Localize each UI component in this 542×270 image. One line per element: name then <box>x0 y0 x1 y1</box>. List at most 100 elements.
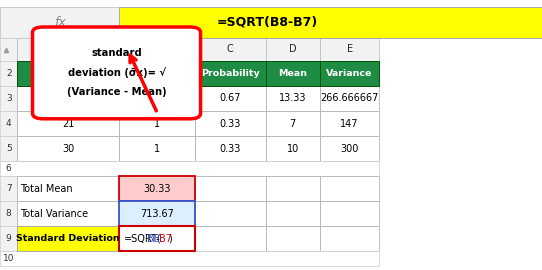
Bar <box>119 201 195 226</box>
Bar <box>320 111 379 136</box>
Bar <box>320 201 379 226</box>
Text: 7: 7 <box>6 184 11 193</box>
Bar <box>17 61 119 86</box>
Bar <box>0 136 17 161</box>
Text: 0.33: 0.33 <box>220 119 241 129</box>
Text: D: D <box>289 44 296 54</box>
Text: 3: 3 <box>6 94 11 103</box>
Text: B: B <box>153 44 161 54</box>
Text: -: - <box>156 234 159 244</box>
Text: 4: 4 <box>6 119 11 128</box>
Text: 2: 2 <box>154 93 160 103</box>
Bar <box>266 111 320 136</box>
Bar <box>0 226 17 251</box>
Text: Variance: Variance <box>326 69 373 78</box>
Bar <box>0 38 17 61</box>
Bar <box>266 201 320 226</box>
Bar <box>320 38 379 61</box>
Bar <box>195 176 266 201</box>
Text: 6: 6 <box>6 164 11 173</box>
Text: deviation (σ̅x)= √: deviation (σ̅x)= √ <box>68 68 165 78</box>
Text: Frequency: Frequency <box>130 69 185 78</box>
Bar <box>17 86 119 111</box>
Bar <box>0 201 17 226</box>
Bar <box>195 38 266 61</box>
Text: E: E <box>346 44 353 54</box>
Bar <box>266 86 320 111</box>
Bar <box>17 226 119 251</box>
Bar <box>17 111 119 136</box>
Bar <box>119 7 542 38</box>
Text: Standard Deviation: Standard Deviation <box>16 234 120 243</box>
Bar <box>119 136 195 161</box>
Text: B7: B7 <box>159 234 172 244</box>
Bar <box>0 61 17 86</box>
Bar <box>0 86 17 111</box>
Text: 147: 147 <box>340 119 359 129</box>
Text: Total Variance: Total Variance <box>20 209 88 219</box>
Bar <box>0 176 17 201</box>
Text: 30.33: 30.33 <box>144 184 171 194</box>
Bar <box>119 38 195 61</box>
Text: 0.33: 0.33 <box>220 144 241 154</box>
Text: 0.67: 0.67 <box>220 93 241 103</box>
Bar <box>119 176 195 201</box>
Text: 5: 5 <box>6 144 11 153</box>
Bar <box>266 176 320 201</box>
Bar <box>195 61 266 86</box>
Bar <box>17 176 119 201</box>
Bar <box>195 136 266 161</box>
Bar <box>320 226 379 251</box>
Text: 13.33: 13.33 <box>279 93 306 103</box>
Text: 10: 10 <box>3 254 15 263</box>
Bar <box>119 111 195 136</box>
Text: Mean: Mean <box>278 69 307 78</box>
Bar <box>320 61 379 86</box>
Bar <box>320 86 379 111</box>
Text: Total Mean: Total Mean <box>20 184 73 194</box>
Text: =SQRT(: =SQRT( <box>124 234 162 244</box>
Bar <box>0 161 379 176</box>
Bar <box>266 136 320 161</box>
Bar <box>266 226 320 251</box>
Bar <box>266 38 320 61</box>
Text: 2: 2 <box>6 69 11 78</box>
Bar <box>320 176 379 201</box>
Text: A: A <box>65 44 72 54</box>
Text: B8: B8 <box>147 234 160 244</box>
Bar <box>0 7 119 38</box>
Bar <box>266 61 320 86</box>
Text: 21: 21 <box>62 119 74 129</box>
Text: (Variance - Mean): (Variance - Mean) <box>67 87 166 97</box>
Bar <box>119 86 195 111</box>
Text: Probability: Probability <box>201 69 260 78</box>
Text: fx: fx <box>54 16 66 29</box>
Text: 1: 1 <box>154 119 160 129</box>
Text: standard: standard <box>91 48 142 59</box>
Text: 7: 7 <box>289 119 296 129</box>
FancyBboxPatch shape <box>33 27 201 119</box>
Bar <box>0 111 17 136</box>
Text: 300: 300 <box>340 144 359 154</box>
Text: 713.67: 713.67 <box>140 209 174 219</box>
Bar <box>0 251 379 266</box>
Text: =SQRT(B8-B7): =SQRT(B8-B7) <box>217 16 318 29</box>
Bar <box>17 136 119 161</box>
Text: 8: 8 <box>6 209 11 218</box>
Text: ): ) <box>168 234 172 244</box>
Bar <box>17 38 119 61</box>
Bar <box>119 226 195 251</box>
Bar <box>119 61 195 86</box>
Bar <box>195 111 266 136</box>
Text: 1: 1 <box>154 144 160 154</box>
Text: 266.666667: 266.666667 <box>320 93 379 103</box>
Text: 30: 30 <box>62 144 74 154</box>
Bar <box>195 86 266 111</box>
Bar <box>320 136 379 161</box>
Text: 9: 9 <box>6 234 11 243</box>
Bar <box>195 201 266 226</box>
Bar <box>17 201 119 226</box>
Text: 10: 10 <box>287 144 299 154</box>
Text: C: C <box>227 44 234 54</box>
Bar <box>195 226 266 251</box>
